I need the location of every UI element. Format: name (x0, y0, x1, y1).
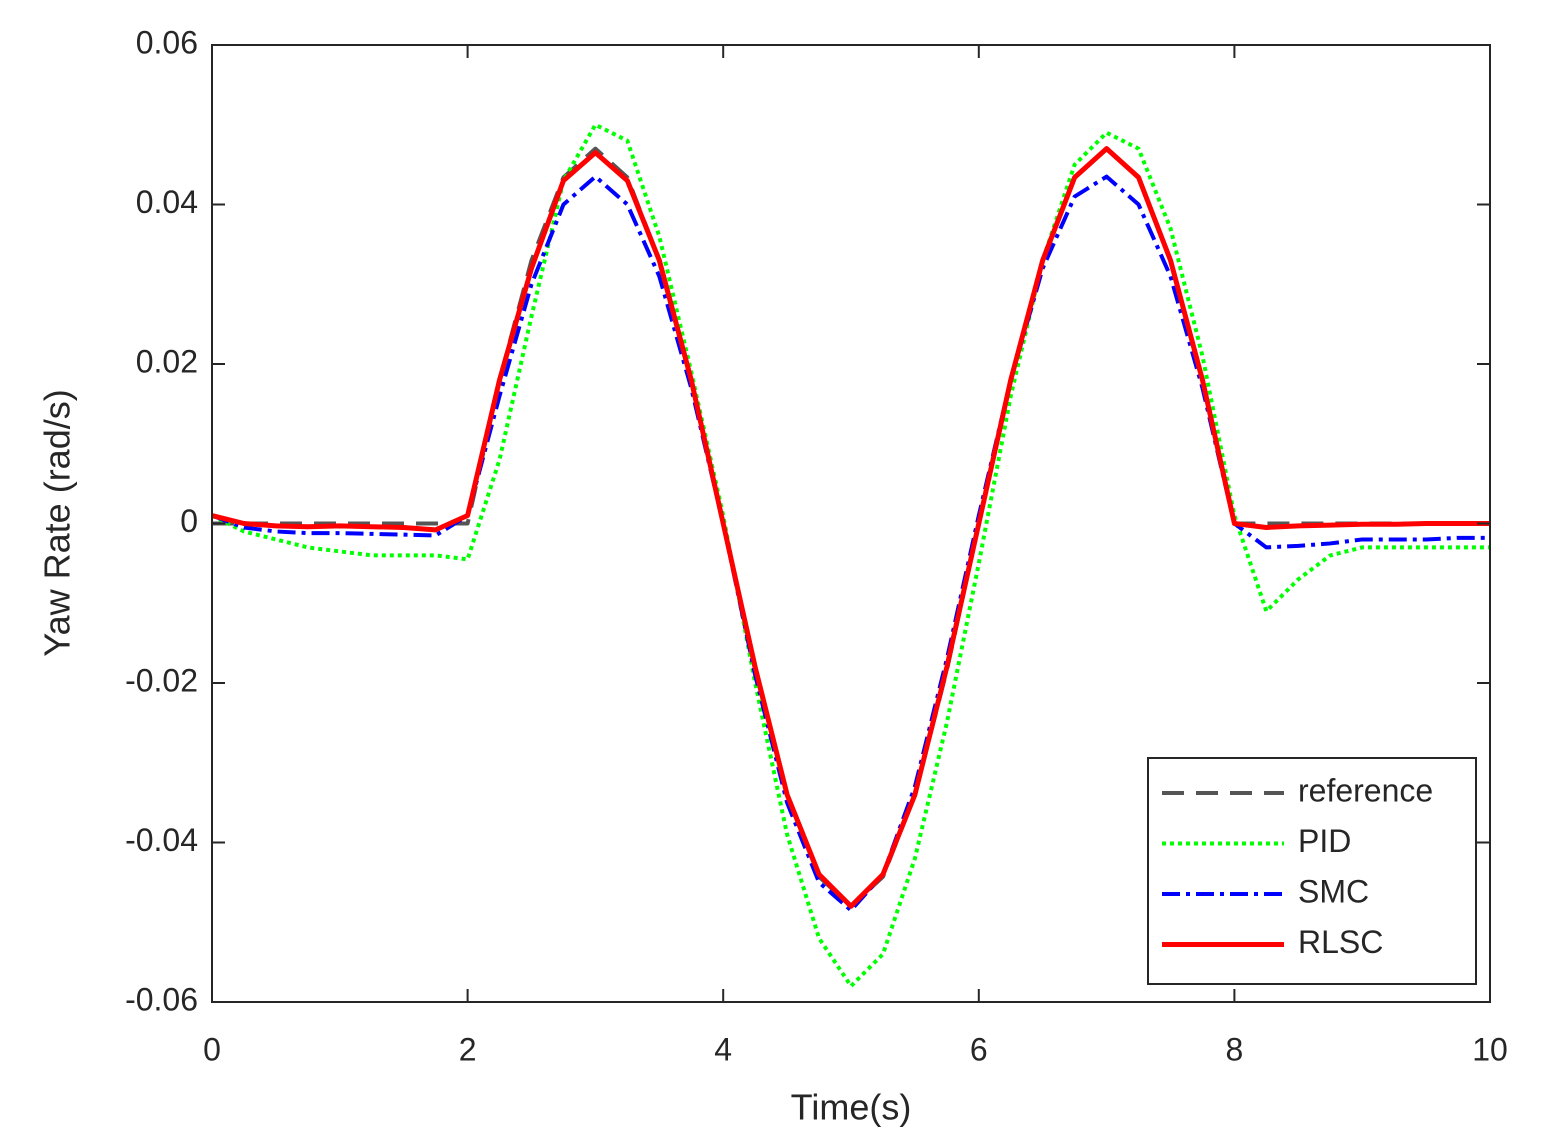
x-tick-label: 0 (203, 1031, 221, 1067)
line-series (211, 146, 1490, 909)
line-series (211, 174, 1490, 913)
x-axis-label: Time(s) (791, 1087, 912, 1128)
legend-label: RLSC (1298, 924, 1383, 960)
x-tick-label: 6 (970, 1031, 988, 1067)
x-tick-label: 2 (459, 1031, 477, 1067)
legend-label: PID (1298, 823, 1351, 859)
y-axis-label: Yaw Rate (rad/s) (37, 389, 78, 656)
line-series (211, 122, 1490, 989)
x-tick-label: 10 (1472, 1031, 1508, 1067)
legend-label: SMC (1298, 873, 1369, 909)
y-tick-label: 0 (180, 503, 198, 539)
legend-label: reference (1298, 772, 1433, 808)
y-tick-label: 0.02 (136, 343, 198, 379)
y-tick-label: -0.06 (125, 981, 198, 1017)
y-tick-label: -0.02 (125, 662, 198, 698)
y-tick-label: 0.06 (136, 24, 198, 60)
x-tick-label: 8 (1226, 1031, 1244, 1067)
legend: reference PID SMC RLSC (1147, 757, 1477, 985)
x-tick-label: 4 (714, 1031, 732, 1067)
y-tick-label: 0.04 (136, 184, 198, 220)
y-tick-label: -0.04 (125, 822, 198, 858)
